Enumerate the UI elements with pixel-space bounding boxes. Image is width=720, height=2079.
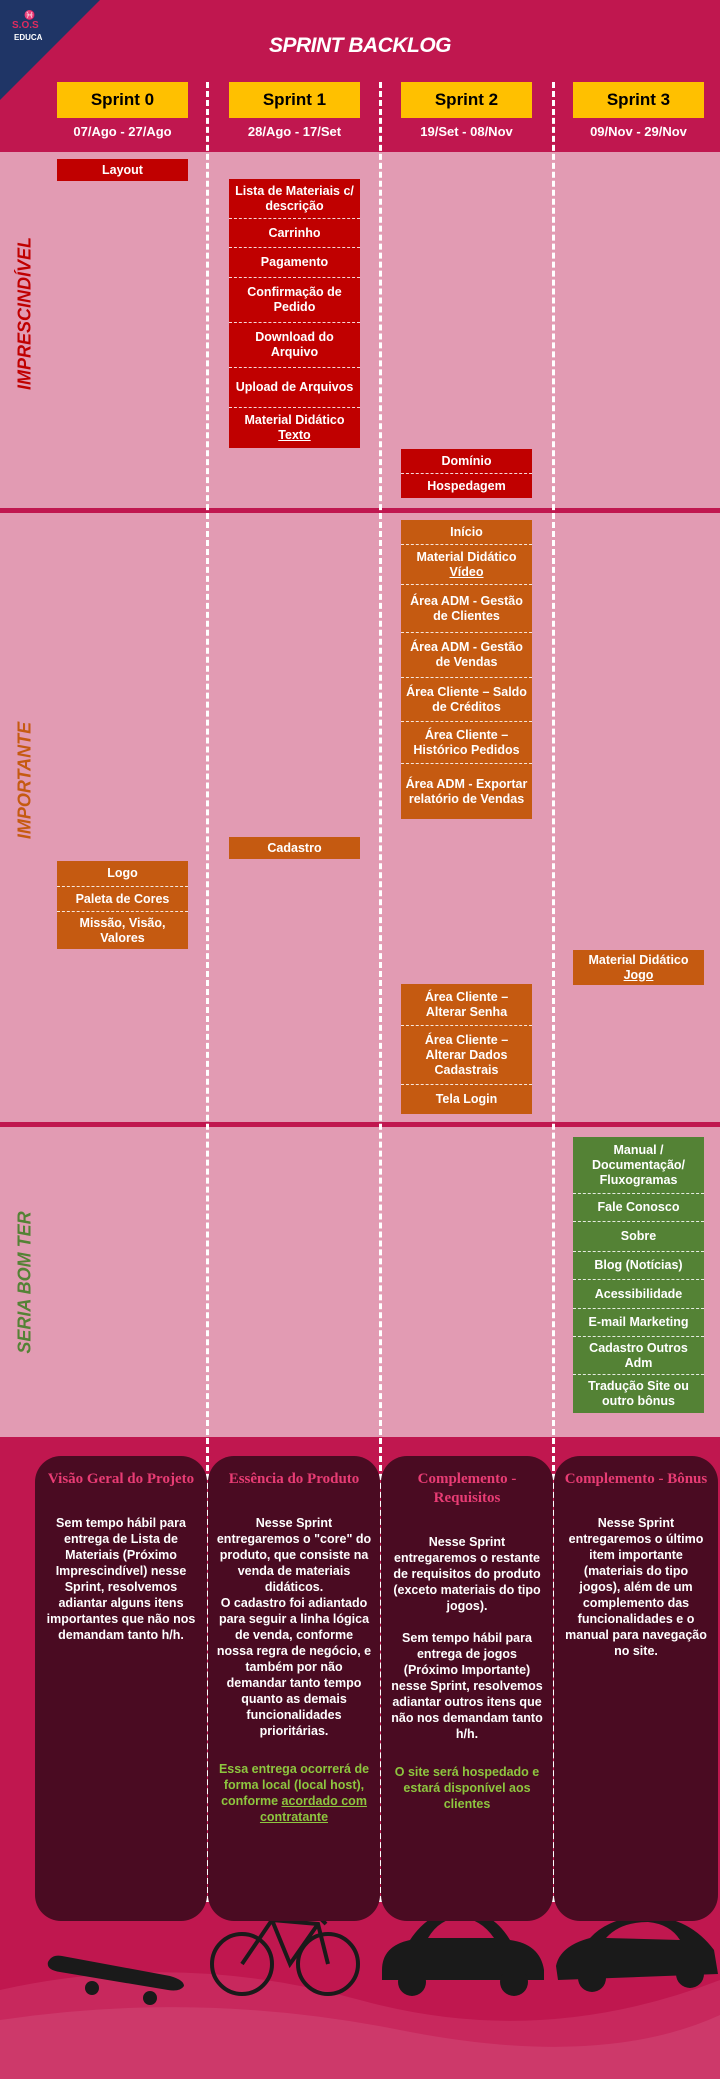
card-item: Área ADM - Gestão de Vendas [401, 633, 532, 678]
summary-text: Nesse Sprint entregaremos o restante de … [391, 1535, 543, 1741]
skateboard-icon [47, 1955, 184, 2005]
card-item-subtext: Jogo [623, 967, 654, 982]
row-label-imprescindivel: IMPRESCINDÍVEL [14, 236, 35, 391]
card-item: Tradução Site ou outro bônus [588, 1379, 689, 1408]
card-item: Área ADM - Exportar relatório de Vendas [405, 776, 528, 806]
page-title: SPRINT BACKLOG [269, 34, 452, 57]
card-item: Fale Conosco [573, 1194, 704, 1222]
card-cadastro: Cadastro [229, 837, 360, 859]
summary-title: Visão Geral do Projeto [47, 1471, 195, 1487]
card-item: Sobre [573, 1222, 704, 1252]
card-item-subtext: Texto [278, 428, 311, 442]
card-item-material-jogo: Material Didático Jogo [573, 950, 704, 985]
card-item-text: Material Didático [244, 413, 345, 427]
card-group-infra: Domínio Hospedagem [401, 449, 532, 498]
card-item: Cadastro Outros Adm [573, 1337, 704, 1375]
band-separator [0, 1122, 720, 1127]
card-item-text: Material Didático [588, 952, 689, 967]
card-item-material-video: Material Didático Vídeo [401, 545, 532, 585]
card-item: Logo [57, 861, 188, 887]
logo-corner [0, 0, 100, 100]
wave-decoration [0, 2007, 720, 2079]
card-group-importante-s2: Início Material Didático Vídeo Área ADM … [401, 520, 532, 819]
summary-box-sprint-1: Essência do Produto Nesse Sprint entrega… [208, 1456, 380, 1921]
column-divider [379, 82, 382, 1902]
sprint-2-header: Sprint 2 [401, 82, 532, 118]
card-item: Missão, Visão, Valores [79, 915, 166, 945]
card-group-core: Lista de Materiais c/ descrição Carrinho… [229, 179, 360, 448]
summary-title: Complemento - Requisitos [417, 1471, 517, 1506]
summary-box-sprint-2: Complemento - Requisitos Nesse Sprint en… [381, 1456, 553, 1921]
card-group-login: Área Cliente – Alterar Senha Área Client… [401, 984, 532, 1114]
band-importante [0, 513, 720, 1122]
card-item: Tela Login [435, 1092, 498, 1106]
card-group-brand: Logo Paleta de Cores Missão, Visão, Valo… [57, 861, 188, 949]
card-item: Upload de Arquivos [229, 368, 360, 408]
card-item: E-mail Marketing [573, 1309, 704, 1337]
summary-text: Nesse Sprint entregaremos o "core" do pr… [216, 1516, 372, 1738]
card-item: Área Cliente – Saldo de Créditos [401, 678, 532, 722]
summary-highlight: Essa entrega ocorrerá de forma local (lo… [216, 1761, 372, 1825]
card-item: Área Cliente – Histórico Pedidos [401, 722, 532, 764]
sprint-1-dates: 28/Ago - 17/Set [247, 124, 342, 139]
card-item: Confirmação de Pedido [229, 278, 360, 323]
row-label-seria-bom-ter: SERIA BOM TER [14, 1211, 35, 1354]
summary-box-sprint-0: Visão Geral do Projeto Sem tempo hábil p… [35, 1456, 207, 1921]
column-divider [206, 82, 209, 1902]
summary-highlight-link: acordado com contratante [259, 1794, 367, 1824]
summary-title: Complemento - Bônus [564, 1471, 708, 1487]
card-item: Domínio [401, 449, 532, 474]
sports-car-icon [556, 1916, 718, 1992]
summary-text: Sem tempo hábil para entrega de Lista de… [46, 1516, 196, 1642]
summary-box-sprint-3: Complemento - Bônus Nesse Sprint entrega… [554, 1456, 718, 1921]
band-imprescindivel [0, 152, 720, 508]
card-item-material-texto: Material Didático Texto [229, 408, 360, 448]
card-item: Lista de Materiais c/ descrição [229, 179, 360, 219]
card-item: Hospedagem [427, 478, 506, 493]
sprint-1-header: Sprint 1 [229, 82, 360, 118]
card-material-jogo: Material Didático Jogo [573, 950, 704, 985]
sprint-0-dates: 07/Ago - 27/Ago [73, 124, 172, 139]
card-item: Layout [102, 162, 143, 177]
bottom-illustrations [0, 1910, 720, 2079]
wave-decoration [0, 1972, 720, 2079]
card-item: Área Cliente – Alterar Senha [401, 984, 532, 1026]
card-item: Área ADM - Gestão de Clientes [401, 585, 532, 633]
sprint-3-dates: 09/Nov - 29/Nov [590, 124, 687, 139]
card-item: Blog (Notícias) [573, 1252, 704, 1280]
card-item: Download do Arquivo [229, 323, 360, 368]
summary-highlight: O site será hospedado e estará disponíve… [394, 1765, 540, 1811]
logo-text: S.O.S [12, 20, 39, 31]
card-item-text: Material Didático [416, 549, 517, 564]
card-layout: Layout [57, 159, 188, 181]
card-group-bonus: Manual / Documentação/ Fluxogramas Fale … [573, 1137, 704, 1413]
column-divider [552, 82, 555, 1902]
card-item: Manual / Documentação/ Fluxogramas [573, 1137, 704, 1194]
card-item: Área Cliente – Alterar Dados Cadastrais [401, 1026, 532, 1085]
card-item: Início [401, 520, 532, 545]
card-item: Acessibilidade [573, 1280, 704, 1309]
row-label-importante: IMPORTANTE [14, 721, 35, 840]
card-item: Carrinho [229, 219, 360, 248]
logo-subtext: EDUCA [14, 33, 43, 42]
card-item: Paleta de Cores [57, 887, 188, 912]
beetle-car-icon [382, 1910, 544, 1996]
graduation-cap-icon: ♓ [24, 10, 36, 20]
sprint-3-header: Sprint 3 [573, 82, 704, 118]
summary-text: Nesse Sprint entregaremos o último item … [565, 1516, 707, 1658]
card-item: Pagamento [229, 248, 360, 278]
summary-highlight-text: Essa entrega ocorrerá de forma local (lo… [218, 1762, 370, 1808]
band-separator [0, 508, 720, 513]
card-item-subtext: Vídeo [449, 564, 484, 579]
summary-title: Essência do Produto [228, 1471, 360, 1487]
card-item: Cadastro [267, 840, 322, 855]
sprint-2-dates: 19/Set - 08/Nov [420, 124, 513, 139]
